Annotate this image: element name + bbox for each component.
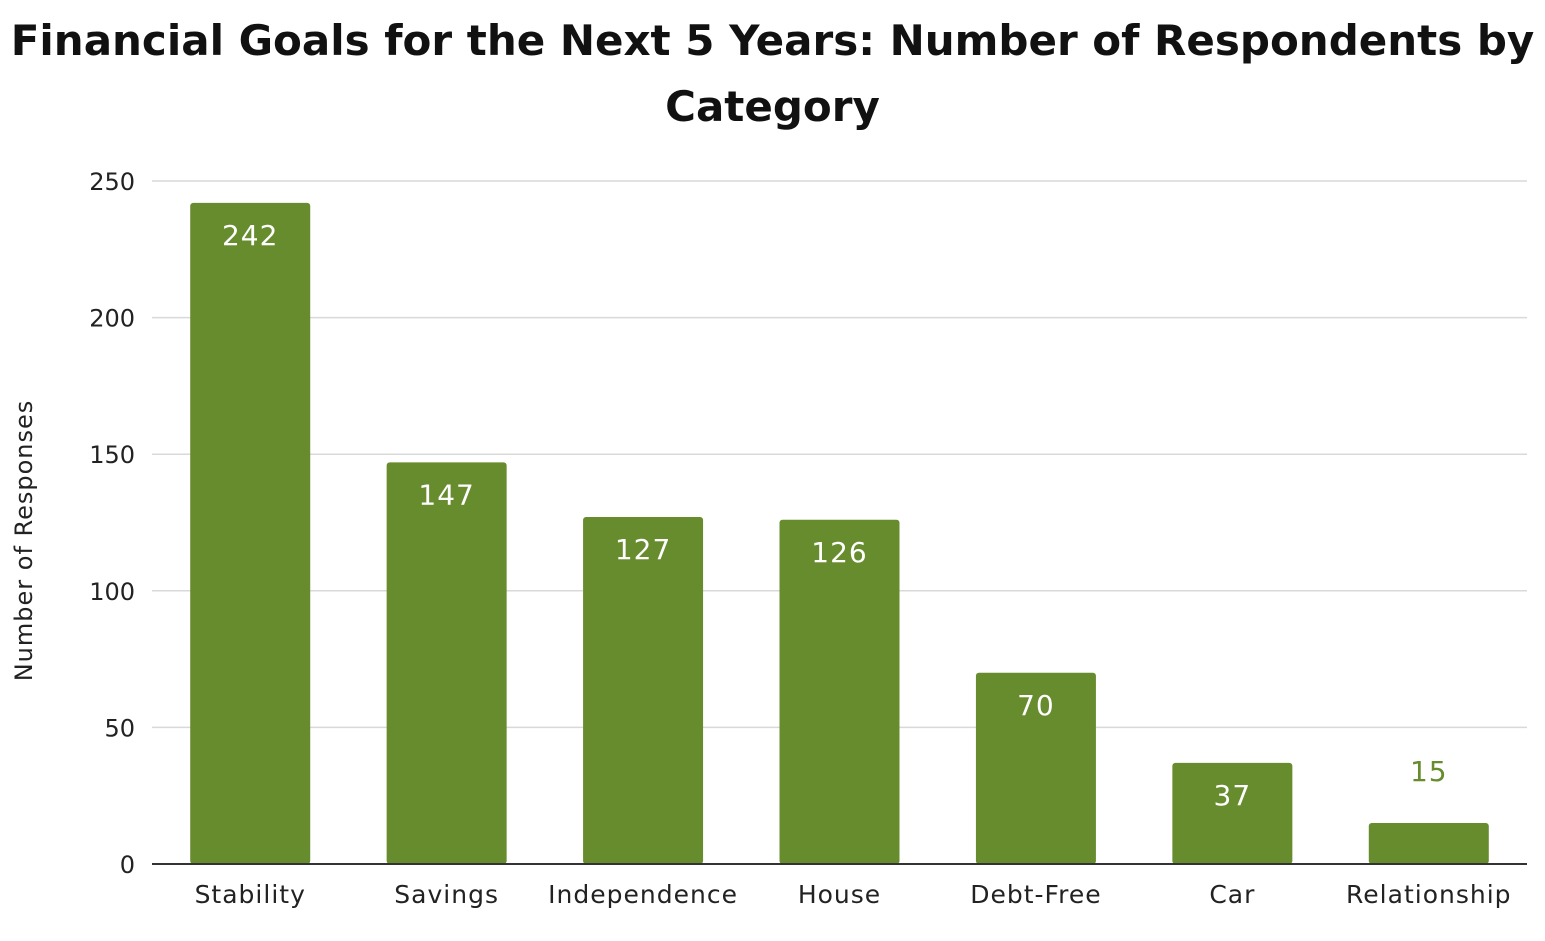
data-label: 242 bbox=[222, 219, 278, 252]
x-category-label: Debt-Free bbox=[970, 880, 1101, 909]
x-category-label: Stability bbox=[195, 880, 306, 909]
chart-title-line-1: Financial Goals for the Next 5 Years: Nu… bbox=[10, 16, 1535, 65]
x-category-label: Car bbox=[1209, 880, 1255, 909]
bar-relationship bbox=[1368, 823, 1489, 864]
y-axis-title: Number of Responses bbox=[10, 400, 38, 682]
y-axis-ticks: 0 50 100 150 200 250 bbox=[89, 168, 135, 879]
x-category-label: House bbox=[798, 880, 881, 909]
x-category-label: Relationship bbox=[1346, 880, 1511, 909]
data-labels: 242 147 127 126 70 37 15 bbox=[222, 219, 1448, 812]
bar-house bbox=[779, 519, 900, 864]
x-category-label: Independence bbox=[548, 880, 738, 909]
data-label: 70 bbox=[1017, 689, 1055, 722]
data-label: 126 bbox=[811, 536, 867, 569]
x-category-label: Savings bbox=[394, 880, 499, 909]
bars bbox=[190, 202, 1489, 864]
y-tick-label: 150 bbox=[89, 441, 135, 469]
chart-title-line-2: Category bbox=[665, 82, 880, 131]
y-tick-label: 50 bbox=[104, 714, 135, 742]
bar-stability bbox=[190, 202, 311, 864]
x-axis-categories: Stability Savings Independence House Debt-Fr… bbox=[195, 880, 1511, 909]
data-label: 147 bbox=[418, 478, 474, 511]
bar-independence bbox=[583, 517, 704, 864]
chart-title: Financial Goals for the Next 5 Years: Nu… bbox=[0, 8, 1545, 140]
y-tick-label: 200 bbox=[89, 305, 135, 333]
data-label: 15 bbox=[1410, 755, 1448, 788]
y-tick-label: 250 bbox=[89, 168, 135, 196]
bar-savings bbox=[386, 462, 507, 864]
y-tick-label: 100 bbox=[89, 578, 135, 606]
bar-debt-free bbox=[975, 672, 1096, 864]
bar-car bbox=[1172, 762, 1293, 864]
data-label: 37 bbox=[1214, 779, 1252, 812]
y-tick-label: 0 bbox=[120, 851, 135, 879]
data-label: 127 bbox=[615, 533, 671, 566]
